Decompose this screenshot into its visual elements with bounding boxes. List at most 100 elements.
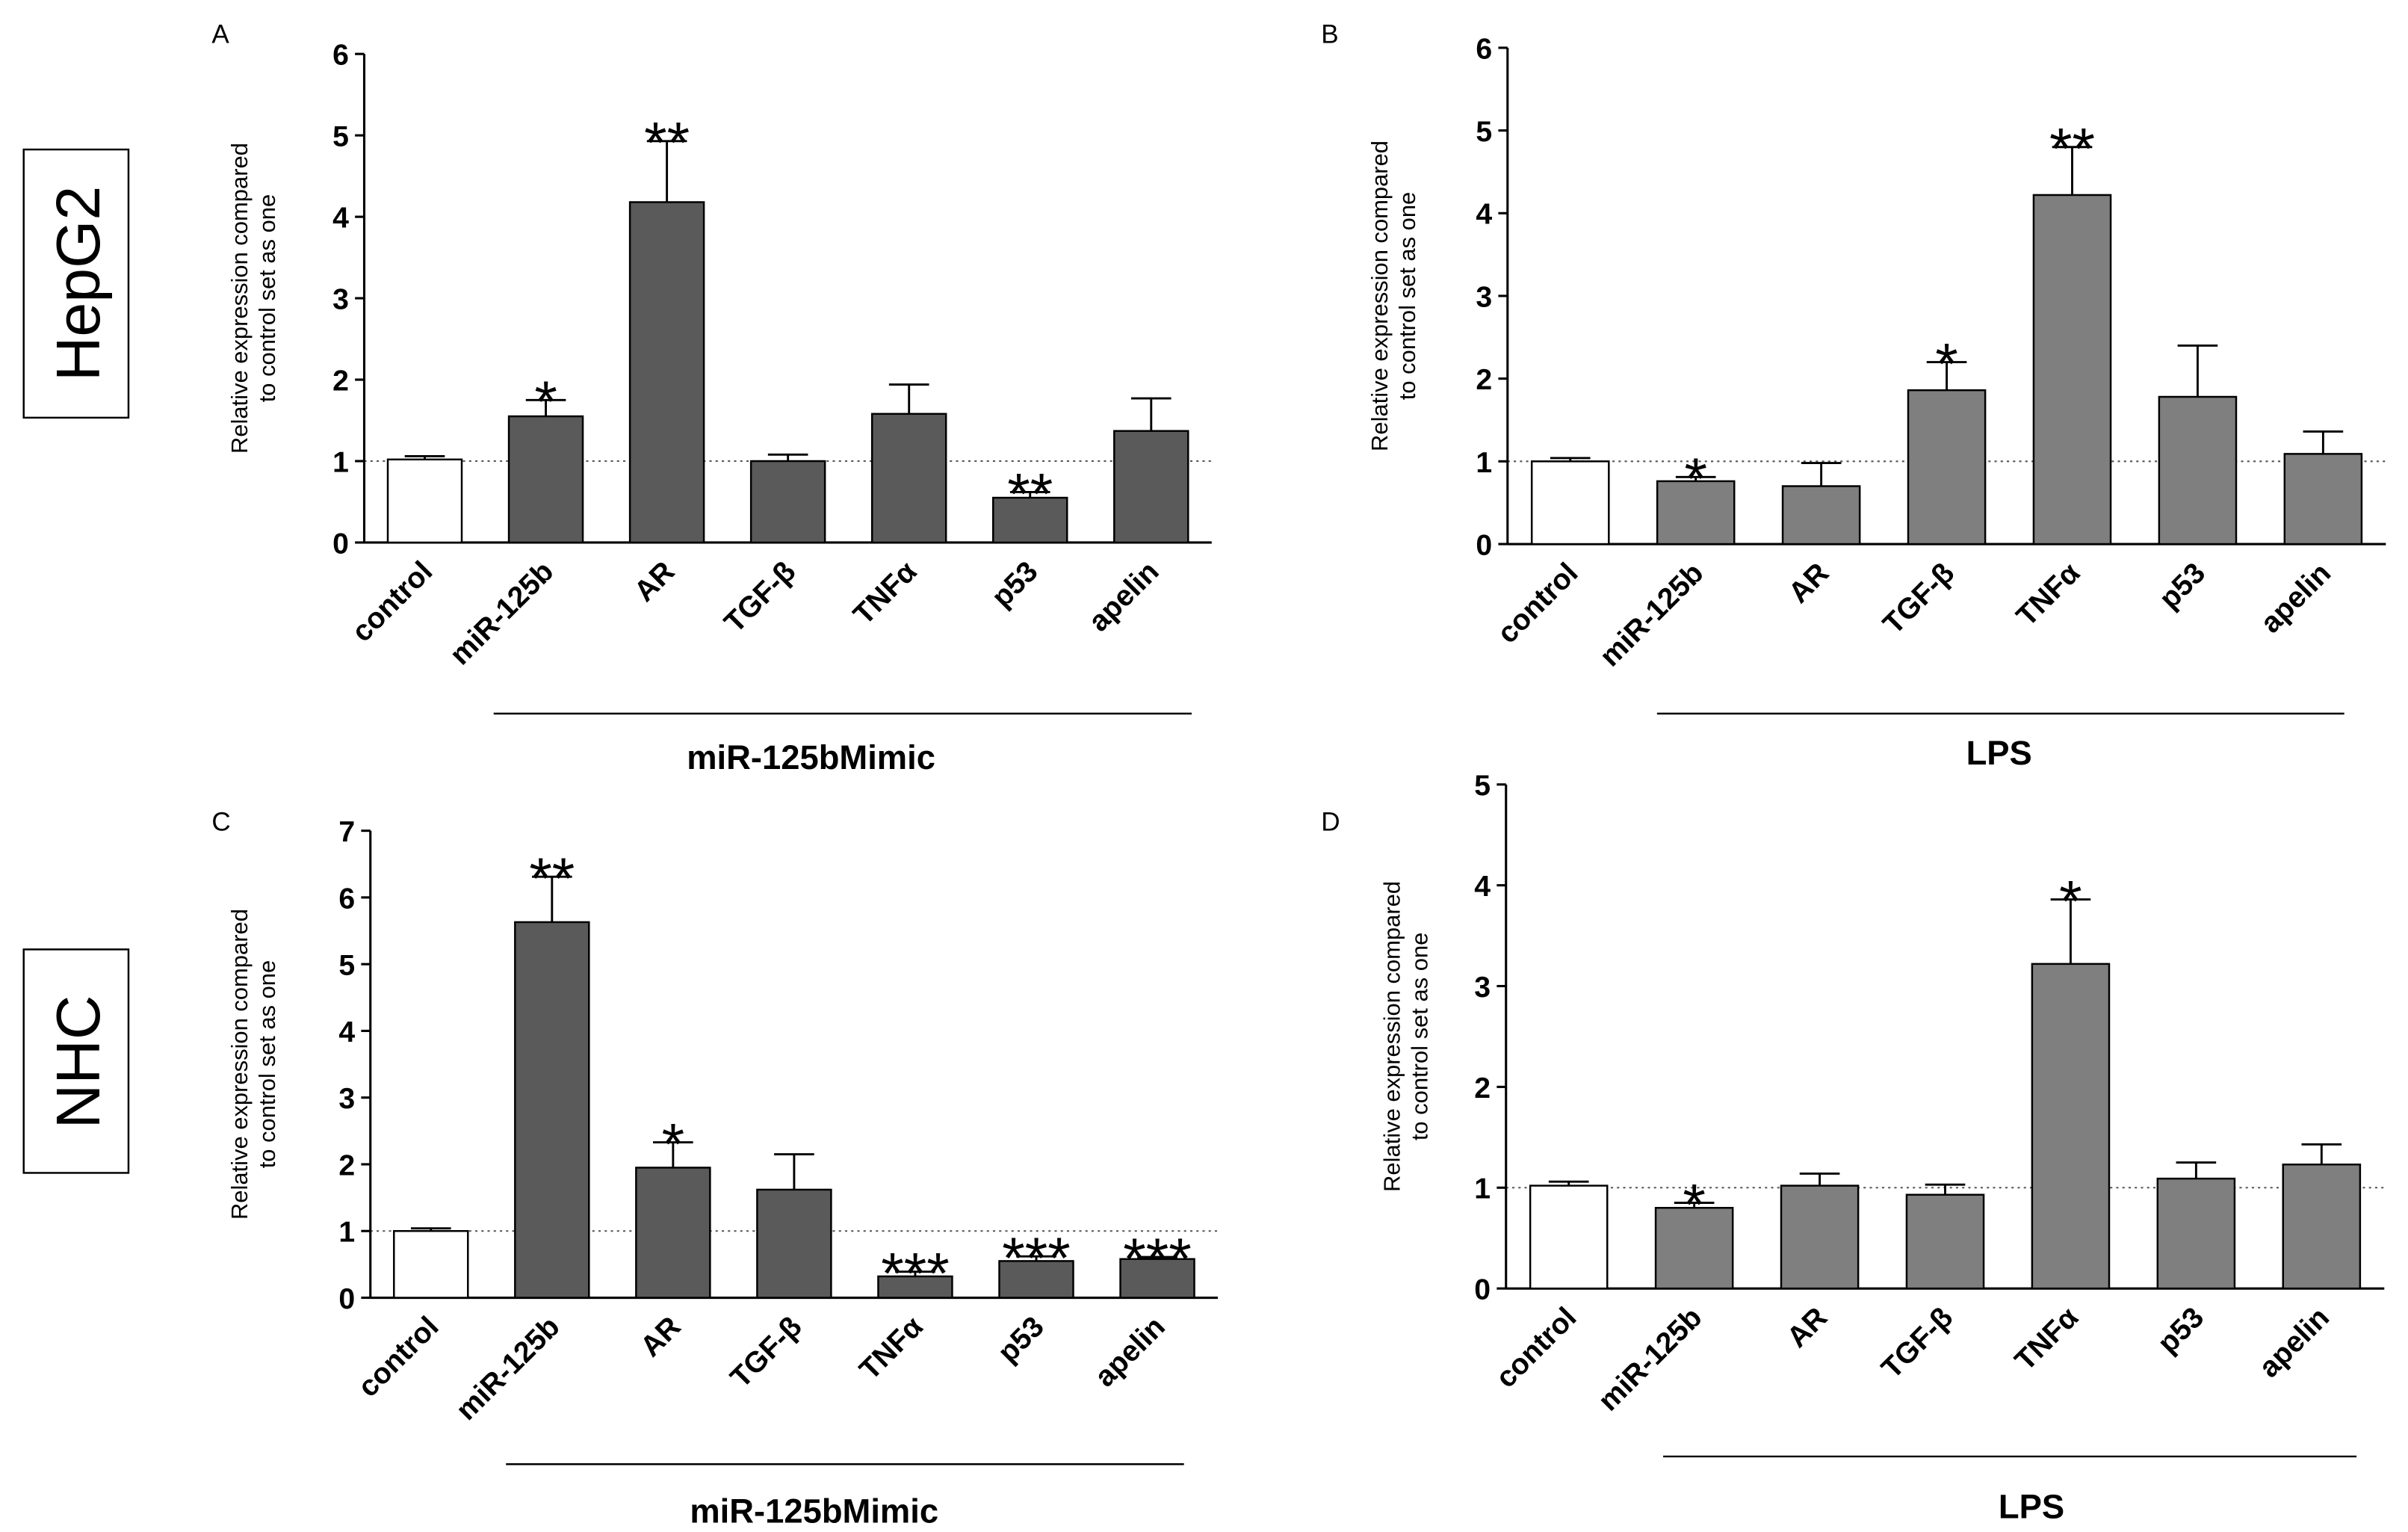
panel-b-category-label: p53 bbox=[2153, 557, 2212, 615]
panel-c-bar bbox=[877, 1275, 953, 1299]
panel-c-y-tick-label: 5 bbox=[338, 950, 355, 982]
panel-b-bar bbox=[1781, 485, 1861, 546]
panel-c-y-tick-label: 2 bbox=[338, 1149, 355, 1182]
panel-d-bar bbox=[1905, 1193, 1985, 1290]
panel-a-category-label: control bbox=[346, 555, 439, 648]
panel-c-significance-mark: *** bbox=[1002, 1225, 1070, 1291]
panel-c-category-label: miR-125b bbox=[450, 1311, 566, 1427]
panel-a-category-label: apelin bbox=[1083, 555, 1165, 637]
panel-b-y-tick-label: 0 bbox=[1476, 529, 1492, 561]
panel-a-bar bbox=[628, 201, 705, 544]
panel-b-chart: B LPS 0 1 2 3 4 5 6 Relative expression compare… bbox=[1321, 20, 2386, 772]
panel-c-bar bbox=[998, 1260, 1074, 1299]
panel-b-category-label: TNFα bbox=[2011, 557, 2086, 632]
panel-d-category-label: AR bbox=[1781, 1301, 1833, 1353]
panel-c-chart: C miR-125bMimic 0 1 2 3 4 5 6 7 Relative express… bbox=[211, 808, 1219, 1531]
panel-a-letter: A bbox=[211, 20, 229, 49]
panel-a-y-tick-label: 2 bbox=[332, 365, 349, 397]
panel-d-significance-mark: * bbox=[1683, 1171, 1706, 1237]
panel-a-significance-mark: ** bbox=[1007, 460, 1053, 526]
panel-c-category-label: AR bbox=[634, 1311, 687, 1363]
panel-b-bar bbox=[2032, 194, 2112, 546]
row-label-nhc-text: NHC bbox=[44, 995, 113, 1129]
panel-c-group-label: miR-125bMimic bbox=[690, 1492, 938, 1531]
panel-d-category-label: miR-125b bbox=[1592, 1301, 1708, 1417]
panel-d-bar bbox=[1780, 1184, 1860, 1290]
panel-b-bar bbox=[2158, 395, 2238, 546]
panel-d-letter: D bbox=[1321, 808, 1340, 837]
panel-d-y-tick-label: 2 bbox=[1474, 1072, 1491, 1105]
panel-a-y-axis-label: Relative expression compared to control s… bbox=[226, 143, 280, 454]
panel-b-significance-mark: * bbox=[1935, 330, 1958, 396]
panel-b-y-tick-label: 2 bbox=[1476, 364, 1492, 396]
row-label-hepg2-text: HepG2 bbox=[44, 186, 113, 381]
panel-c-y-axis-label: Relative expression compared to control s… bbox=[226, 909, 280, 1220]
panel-a-y-tick-label: 4 bbox=[332, 203, 349, 235]
panel-a-chart: A miR-125bMimic 0 1 2 3 4 5 6 Relative expressi… bbox=[211, 20, 1212, 776]
panel-d-y-tick-label: 3 bbox=[1474, 972, 1491, 1004]
panel-a-category-label: p53 bbox=[985, 555, 1044, 614]
panel-a-bar bbox=[870, 413, 947, 544]
panel-b-group-label: LPS bbox=[1966, 734, 2032, 772]
panel-c-y-tick-label: 7 bbox=[338, 816, 355, 848]
panel-c-significance-mark: ** bbox=[529, 845, 575, 911]
panel-a-category-label: miR-125b bbox=[444, 555, 560, 671]
panel-c-category-label: p53 bbox=[992, 1311, 1050, 1369]
panel-d-bar bbox=[2031, 963, 2111, 1290]
panel-c-bar bbox=[756, 1188, 832, 1299]
panel-c-y-tick-label: 6 bbox=[338, 883, 355, 915]
panel-b-category-label: apelin bbox=[2255, 557, 2337, 639]
panel-d-chart: D LPS 0 1 2 3 4 5 Relative expression compared… bbox=[1321, 770, 2385, 1525]
panel-c-y-tick-label: 0 bbox=[338, 1283, 355, 1315]
panel-c-bar bbox=[1119, 1258, 1195, 1299]
panel-a-y-tick-label: 3 bbox=[332, 284, 349, 316]
panel-b-y-tick-label: 3 bbox=[1476, 281, 1492, 313]
panel-c-bar bbox=[393, 1230, 469, 1299]
panel-d-bar bbox=[1529, 1184, 1609, 1290]
panel-d-bar bbox=[2282, 1164, 2362, 1290]
panel-d-bar bbox=[2156, 1177, 2236, 1290]
panel-a-y-tick-label: 5 bbox=[332, 121, 349, 153]
panel-b-y-axis-label: Relative expression compared to control s… bbox=[1367, 140, 1420, 451]
panel-b-category-label: AR bbox=[1783, 557, 1835, 609]
panel-a-bar bbox=[386, 458, 463, 544]
panel-c-category-label: TGF-β bbox=[725, 1311, 808, 1394]
row-label-hepg2: HepG2 bbox=[22, 148, 130, 419]
panel-b-y-tick-label: 6 bbox=[1476, 33, 1492, 65]
panel-c-significance-mark: *** bbox=[881, 1241, 949, 1306]
panel-a-category-label: TGF-β bbox=[718, 555, 802, 639]
panel-d-category-label: apelin bbox=[2253, 1301, 2336, 1383]
panel-d-y-tick-label: 4 bbox=[1474, 871, 1491, 903]
panel-a-category-label: AR bbox=[628, 555, 681, 608]
panel-a-y-tick-label: 6 bbox=[332, 40, 349, 72]
panel-a-group-label: miR-125bMimic bbox=[687, 738, 935, 776]
panel-a-bar bbox=[992, 496, 1068, 544]
panel-c-significance-mark: * bbox=[662, 1111, 685, 1176]
panel-d-y-axis-label: Relative expression compared to control s… bbox=[1378, 881, 1432, 1192]
panel-b-bar bbox=[1907, 389, 1987, 546]
panel-b-bar bbox=[1530, 460, 1610, 546]
panel-c-category-label: apelin bbox=[1089, 1311, 1171, 1393]
panel-c-letter: C bbox=[211, 808, 230, 837]
panel-b-category-label: TGF-β bbox=[1877, 557, 1960, 640]
panel-b-y-tick-label: 1 bbox=[1476, 447, 1492, 479]
panel-b-significance-mark: ** bbox=[2049, 116, 2095, 182]
panel-d-category-label: p53 bbox=[2152, 1301, 2210, 1359]
panel-c-y-tick-label: 1 bbox=[338, 1217, 355, 1249]
panel-a-bar bbox=[1113, 430, 1189, 544]
panel-c-category-label: TNFα bbox=[853, 1311, 929, 1386]
panel-d-y-tick-label: 5 bbox=[1474, 770, 1491, 802]
row-label-nhc: NHC bbox=[22, 948, 130, 1174]
panel-c-y-tick-label: 4 bbox=[338, 1016, 355, 1048]
panel-b-significance-mark: * bbox=[1684, 445, 1707, 511]
panel-d-group-label: LPS bbox=[1999, 1487, 2064, 1525]
panel-a-bar bbox=[507, 415, 584, 544]
panel-c-y-tick-label: 3 bbox=[338, 1083, 355, 1115]
panel-d-significance-mark: * bbox=[2059, 868, 2082, 933]
panel-a-bar bbox=[749, 460, 826, 544]
panel-b-y-tick-label: 5 bbox=[1476, 116, 1492, 148]
panel-c-bar bbox=[635, 1167, 711, 1299]
panel-d-y-tick-label: 1 bbox=[1474, 1173, 1491, 1205]
panel-a-category-label: TNFα bbox=[847, 555, 923, 631]
